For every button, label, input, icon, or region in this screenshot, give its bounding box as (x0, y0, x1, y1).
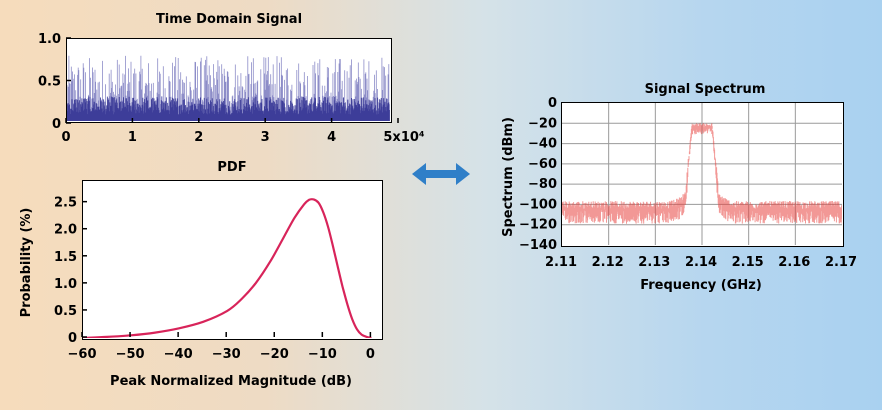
spectrum-x-tick-label: 2.17 (825, 255, 857, 270)
time-x-tick-label: 5x10⁴ (383, 130, 425, 145)
pdf-chart-title: PDF (217, 160, 247, 175)
spectrum-y-tick-label: −40 (528, 137, 557, 152)
pdf-y-tick-label: 2.0 (54, 223, 77, 238)
spectrum-y-tick-label: −20 (528, 116, 557, 131)
time-y-tick-label: 1.0 (38, 32, 61, 47)
spectrum-x-tick-label: 2.14 (685, 255, 717, 270)
pdf-x-tick-label: −60 (68, 347, 97, 362)
time-chart-title: Time Domain Signal (155, 12, 303, 27)
time-x-tick-label: 4 (327, 130, 336, 145)
time-signal-lines (67, 55, 390, 121)
pdf-x-tick-label: 0 (366, 347, 375, 362)
spectrum-y-tick-label: −100 (519, 197, 557, 212)
spectrum-series-line (562, 123, 842, 224)
time-x-tick-label: 3 (261, 130, 270, 145)
spectrum-y-tick-label: 0 (548, 96, 557, 111)
spectrum-x-axis-label: Frequency (GHz) (640, 278, 762, 293)
time-signal-trace (67, 55, 390, 121)
pdf-curve (83, 198, 372, 338)
spectrum-x-tick-label: 2.15 (732, 255, 764, 270)
spectrum-x-tick-label: 2.11 (545, 255, 577, 270)
pdf-x-tick-label: −30 (212, 347, 241, 362)
pdf-y-tick-label: 0.5 (54, 304, 77, 319)
spectrum-y-axis-label: Spectrum (dBm) (501, 117, 516, 237)
spectrum-chart-title: Signal Spectrum (644, 82, 766, 97)
pdf-x-axis-label: Peak Normalized Magnitude (dB) (110, 374, 352, 389)
pdf-x-tick-label: −20 (260, 347, 289, 362)
pdf-x-tick-label: −40 (164, 347, 193, 362)
time-y-tick-label: 0.5 (38, 75, 61, 90)
pdf-y-tick-label: 1.5 (54, 250, 77, 265)
time-x-tick-label: 2 (194, 130, 203, 145)
pdf-y-axis-label: Probability (%) (19, 208, 34, 318)
spectrum-y-tick-label: −60 (528, 157, 557, 172)
spectrum-y-tick-label: −80 (528, 177, 557, 192)
pdf-y-tick-label: 1.0 (54, 277, 77, 292)
spectrum-chart-plot (561, 102, 844, 247)
spectrum-y-tick-label: −140 (519, 238, 557, 253)
spectrum-x-tick-label: 2.13 (638, 255, 670, 270)
spectrum-trace (562, 103, 842, 245)
spectrum-x-tick-label: 2.12 (592, 255, 624, 270)
spectrum-y-tick-label: −120 (519, 218, 557, 233)
pdf-x-tick-label: −50 (116, 347, 145, 362)
pdf-y-tick-label: 2.5 (54, 196, 77, 211)
spectrum-grid (562, 103, 842, 245)
time-signal-core (67, 96, 390, 121)
time-y-tick-label: 0 (52, 117, 61, 132)
pdf-series-line (83, 198, 372, 338)
pdf-x-tick-label: −10 (308, 347, 337, 362)
spectrum-x-tick-label: 2.16 (778, 255, 810, 270)
time-chart-plot (66, 38, 392, 123)
time-x-tick-label: 0 (61, 130, 70, 145)
pdf-chart-plot (82, 180, 383, 340)
time-x-tick-label: 1 (128, 130, 137, 145)
double-arrow-icon (412, 163, 470, 185)
pdf-y-tick-label: 0 (68, 331, 77, 346)
